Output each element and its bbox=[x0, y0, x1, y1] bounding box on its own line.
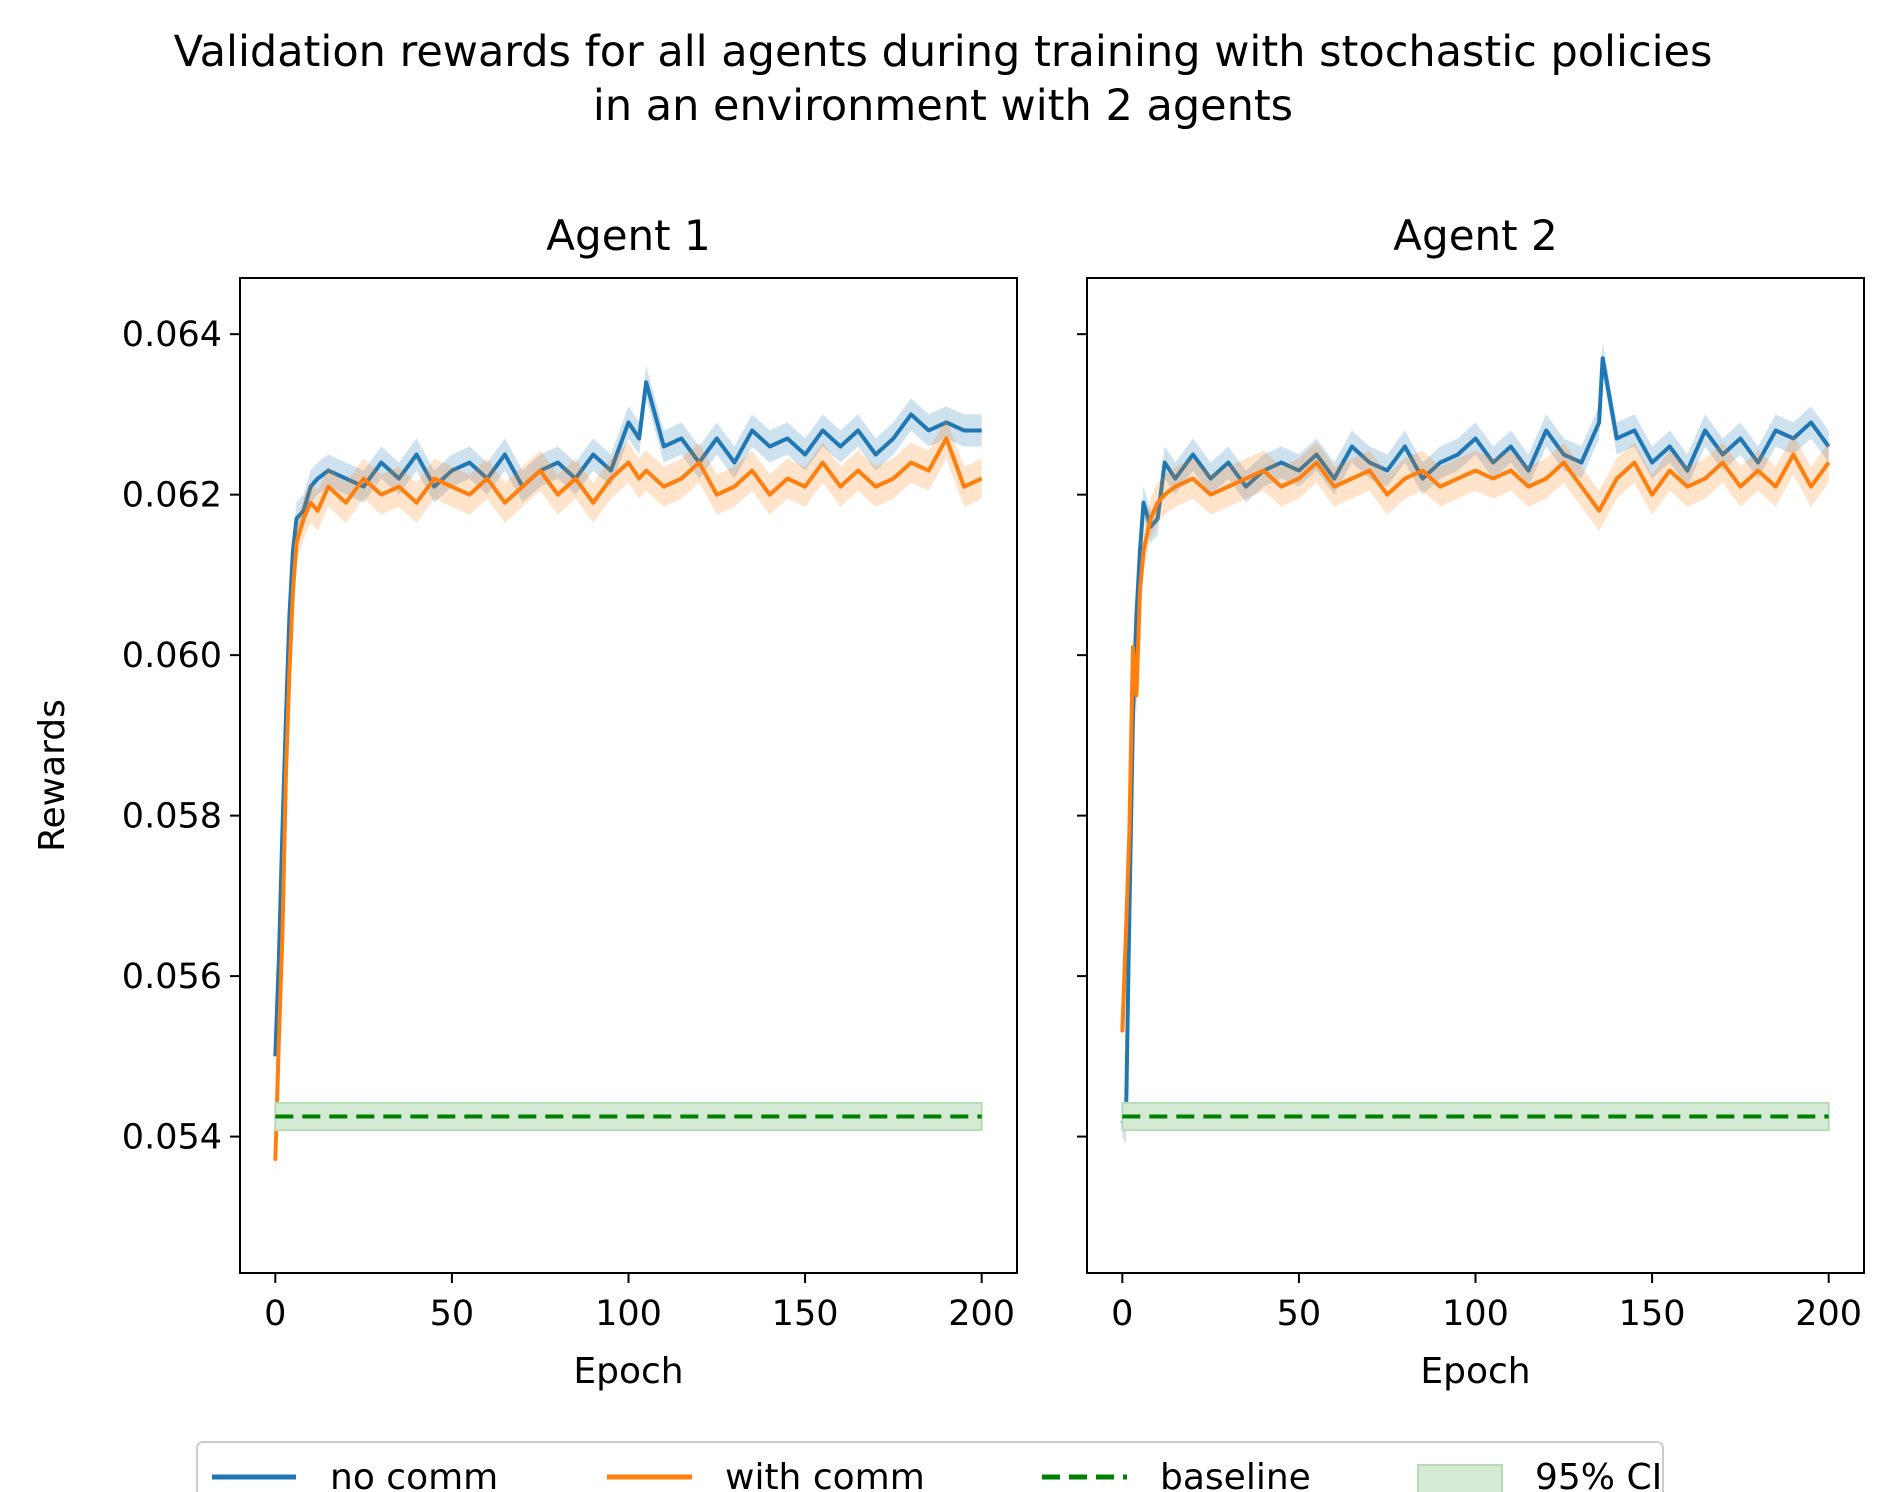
x-axis-label: Epoch bbox=[1420, 1351, 1530, 1392]
y-tick-label-0: 0.054 bbox=[122, 1118, 222, 1158]
x-tick-label-200: 200 bbox=[1795, 1294, 1862, 1334]
y-tick-label-5: 0.064 bbox=[122, 315, 222, 355]
legend-label-with-comm: with comm bbox=[725, 1457, 925, 1492]
with-comm-line bbox=[273, 436, 983, 1161]
x-axis-label: Epoch bbox=[573, 1351, 683, 1392]
x-tick-label-200: 200 bbox=[948, 1294, 1015, 1334]
legend-label-ci: 95% CI bbox=[1535, 1457, 1662, 1492]
with-comm-line bbox=[1120, 452, 1831, 1033]
legend-label-baseline: baseline bbox=[1160, 1457, 1311, 1492]
x-tick-label-50: 50 bbox=[430, 1294, 475, 1334]
x-tick-label-50: 50 bbox=[1277, 1294, 1322, 1334]
y-tick-label-4: 0.062 bbox=[122, 476, 222, 516]
x-tick-label-0: 0 bbox=[264, 1294, 286, 1334]
agent-2-panel: 0 50 100 150 200 Agent 2 Epoch bbox=[1077, 211, 1865, 1392]
y-axis-label: Rewards bbox=[32, 699, 73, 852]
with-comm-ci-band bbox=[275, 418, 982, 1181]
figure-title-line1: Validation rewards for all agents during… bbox=[174, 27, 1713, 77]
legend-swatch-ci bbox=[1417, 1464, 1503, 1492]
y-tick-label-1: 0.056 bbox=[122, 957, 222, 997]
legend-label-no-comm: no comm bbox=[330, 1457, 498, 1492]
x-tick-label-150: 150 bbox=[772, 1294, 839, 1334]
no-comm-line bbox=[1120, 356, 1831, 1131]
x-tick-label-150: 150 bbox=[1619, 1294, 1686, 1334]
y-tick-label-2: 0.058 bbox=[122, 797, 222, 837]
x-tick-label-100: 100 bbox=[1442, 1294, 1509, 1334]
panel-title: Agent 2 bbox=[1393, 211, 1557, 260]
panel-title: Agent 1 bbox=[546, 211, 710, 260]
with-comm-ci-band bbox=[1122, 434, 1829, 1053]
x-tick-label-100: 100 bbox=[595, 1294, 662, 1334]
legend-frame bbox=[196, 1441, 1664, 1492]
x-tick-label-0: 0 bbox=[1111, 1294, 1133, 1334]
legend: no comm with comm baseline 95% CI bbox=[196, 1441, 1664, 1492]
agent-1-panel: 0 50 100 150 200 0.054 0.056 0.058 0.060 0.062 0.0… bbox=[32, 211, 1018, 1392]
y-tick-label-3: 0.060 bbox=[122, 636, 222, 676]
figure-title-line2: in an environment with 2 agents bbox=[593, 81, 1293, 131]
